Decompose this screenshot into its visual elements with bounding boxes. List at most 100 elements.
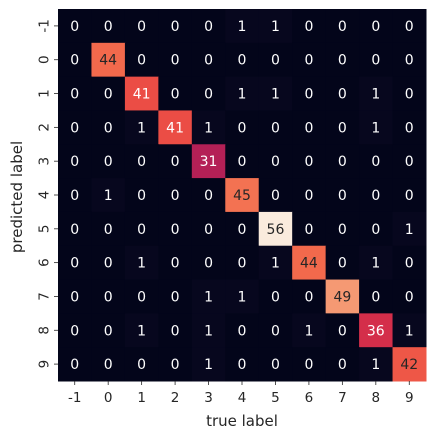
cell-value-label: 0	[405, 120, 414, 136]
cell-value-label: 0	[70, 357, 79, 373]
heatmap-cell	[191, 9, 226, 44]
heatmap-cell	[325, 347, 360, 382]
heatmap-cell	[191, 178, 226, 213]
cell-value-label: 0	[137, 154, 146, 170]
heatmap-cell	[292, 42, 327, 78]
cell-value-label: 0	[104, 154, 113, 170]
x-tick-label: -1	[68, 390, 81, 406]
heatmap-cell	[225, 76, 260, 111]
heatmap-cell	[359, 347, 394, 382]
cell-value-label: 0	[304, 120, 313, 136]
cell-value-label: 0	[204, 222, 213, 238]
cell-value-label: 1	[271, 19, 280, 35]
cell-value-label: 1	[238, 19, 247, 35]
cell-value-label: 0	[271, 120, 280, 136]
cell-value-label: 49	[333, 289, 351, 305]
heatmap-cell	[91, 313, 126, 348]
cell-value-label: 1	[137, 120, 146, 136]
cell-value-label: 1	[405, 222, 414, 238]
heatmap-cell	[392, 9, 427, 44]
cell-value-label: 0	[338, 154, 347, 170]
heatmap-cell	[158, 9, 193, 44]
cell-value-label: 1	[204, 289, 213, 305]
x-tick-label: 1	[137, 390, 146, 406]
cell-value-label: 0	[171, 154, 180, 170]
cell-value-label: 0	[405, 256, 414, 272]
heatmap-cell	[191, 211, 226, 247]
heatmap-cell	[191, 279, 226, 314]
heatmap-cell	[325, 279, 360, 314]
x-axis-ticks: -1 0 1 2 3 4 5 6 7 8 9	[68, 381, 414, 406]
cell-value-label: 0	[104, 222, 113, 238]
heatmap-cell	[392, 279, 427, 314]
cell-value-label: 0	[171, 53, 180, 69]
cell-value-label: 1	[238, 289, 247, 305]
heatmap-cell	[158, 245, 193, 281]
cell-value-label: 0	[204, 188, 213, 204]
cell-value-label: 0	[271, 188, 280, 204]
heatmap-cell	[392, 76, 427, 111]
heatmap-cell	[158, 76, 193, 111]
heatmap-cell	[359, 42, 394, 78]
cell-value-label: 1	[137, 323, 146, 339]
heatmap-cell	[225, 245, 260, 281]
x-tick-label: 4	[238, 390, 247, 406]
heatmap-cell	[58, 42, 92, 78]
cell-value-label: 0	[171, 222, 180, 238]
heatmap-cell	[91, 76, 126, 111]
heatmap-cell	[158, 144, 193, 179]
cell-value-label: 0	[304, 154, 313, 170]
heatmap-cell	[392, 347, 427, 382]
heatmap-cell	[58, 245, 92, 281]
heatmap-cell	[158, 313, 193, 348]
heatmap-cell	[325, 178, 360, 213]
heatmap-cell	[191, 245, 226, 281]
heatmap-cell	[91, 279, 126, 314]
cell-value-label: 0	[171, 323, 180, 339]
heatmap-cell	[258, 245, 293, 281]
heatmap-cell	[325, 42, 360, 78]
cell-value-label: 0	[304, 222, 313, 238]
heatmap-cell	[124, 245, 159, 281]
heatmap-cell	[91, 110, 126, 145]
cell-value-label: 0	[405, 19, 414, 35]
cell-value-label: 0	[371, 188, 380, 204]
cell-value-label: 1	[204, 120, 213, 136]
cell-value-label: 1	[137, 256, 146, 272]
x-tick-label: 3	[204, 390, 213, 406]
heatmap-cell	[392, 42, 427, 78]
cell-value-label: 0	[238, 357, 247, 373]
heatmap-cell	[292, 313, 327, 348]
heatmap-cell	[225, 9, 260, 44]
heatmap-cell	[258, 178, 293, 213]
heatmap-cell	[91, 42, 126, 78]
y-tick-label: 9	[37, 360, 53, 369]
cell-value-label: 1	[204, 357, 213, 373]
heatmap-cell	[258, 347, 293, 382]
cell-value-label: 0	[238, 154, 247, 170]
x-tick-label: 8	[372, 390, 381, 406]
heatmap-cell	[258, 42, 293, 78]
heatmap-cell	[124, 144, 159, 179]
cell-value-label: 1	[371, 256, 380, 272]
cell-value-label: 0	[338, 188, 347, 204]
cell-value-label: 41	[166, 120, 184, 136]
cell-value-label: 0	[70, 323, 79, 339]
heatmap-cell	[225, 178, 260, 213]
cell-value-label: 42	[400, 357, 418, 373]
heatmap-cell	[158, 279, 193, 314]
heatmap-cell	[124, 211, 159, 247]
heatmap-cell	[124, 313, 159, 348]
cell-value-label: 0	[405, 188, 414, 204]
heatmap-cell	[359, 110, 394, 145]
heatmap-cell	[325, 110, 360, 145]
cell-value-label: 0	[204, 87, 213, 103]
cell-value-label: 0	[304, 289, 313, 305]
heatmap-cell	[124, 347, 159, 382]
heatmap-cell	[325, 144, 360, 179]
cell-value-label: 31	[200, 154, 218, 170]
heatmap-cell	[292, 279, 327, 314]
x-tick-label: 9	[405, 390, 414, 406]
heatmap-cell	[292, 211, 327, 247]
heatmap-cell	[58, 76, 92, 111]
